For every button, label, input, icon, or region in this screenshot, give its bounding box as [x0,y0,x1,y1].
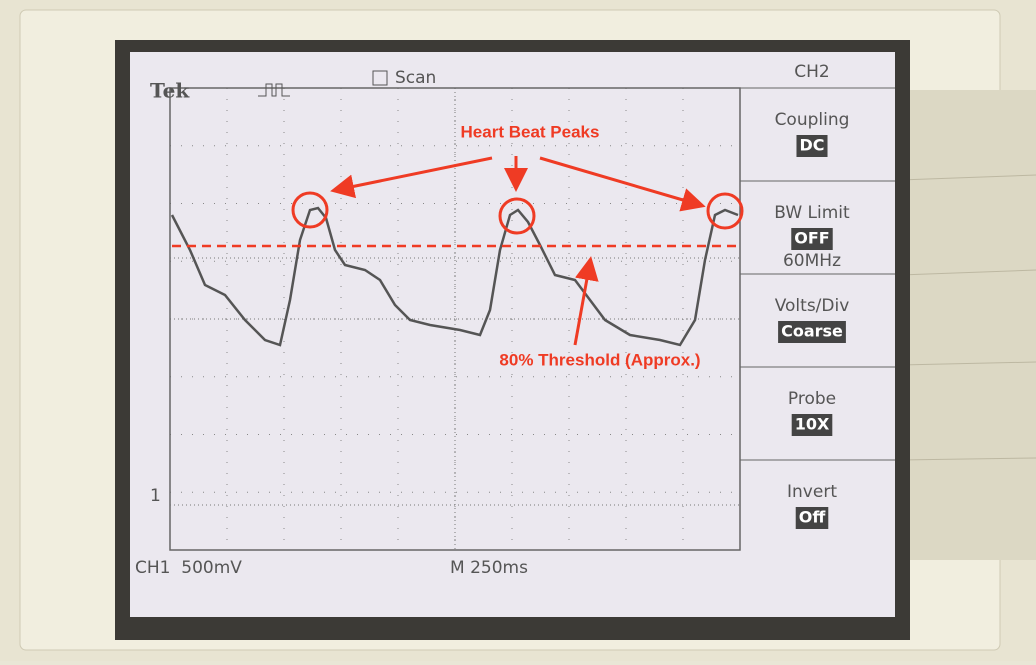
menu-extra: 60MHz [783,251,841,271]
menu-label: Volts/Div [775,296,850,316]
setting-highlight [795,507,829,529]
channel: CH2 [794,62,829,82]
lcd [130,52,895,617]
ground-marker: 1 [150,486,161,506]
threshold-annotation: 80% Threshold (Approx.) [499,350,700,369]
menu: Coupling DC BW Limit OFF 60MHz Volts/Div Coars… [740,110,895,529]
waveform [170,206,739,347]
trigger-icon [258,83,290,97]
setting-highlight [791,228,833,250]
setting-highlight [778,321,846,343]
side-buttons [900,90,1036,560]
menu-label: Coupling [775,110,850,130]
brand: Tek [150,79,190,103]
scan-checkbox[interactable] [372,70,388,86]
mode: Scan [395,68,436,88]
menu-setting: 10X [795,415,830,434]
peak-circles [291,191,744,235]
menu-label: Invert [787,482,837,502]
timebase: M 250ms [450,558,528,578]
peaks-annotation: Heart Beat Peaks [461,122,600,141]
menu-setting: Off [799,508,827,527]
menu-label: Probe [788,389,836,409]
setting-highlight [796,135,828,157]
menu-setting: OFF [794,229,829,248]
menu-label: BW Limit [774,203,850,223]
menu-setting: DC [799,136,824,155]
graticule-border [169,87,741,551]
button-edges [899,174,1036,461]
scale: CH1 500mV [135,558,242,578]
menu-setting: Coarse [781,322,843,341]
arrows [330,156,706,346]
setting-highlight [791,414,833,436]
